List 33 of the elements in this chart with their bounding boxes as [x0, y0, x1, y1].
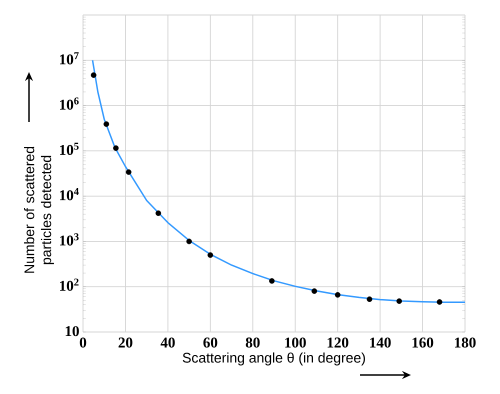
point	[334, 292, 340, 298]
point	[436, 299, 442, 305]
x-tick-label: 80	[246, 338, 260, 348]
y-tick-label: 10$^{2}$	[60, 278, 79, 291]
y-tick-label: 10$^{4}$	[60, 188, 79, 200]
point	[208, 252, 214, 258]
point	[156, 210, 162, 216]
point	[186, 238, 192, 244]
point	[126, 169, 132, 175]
y-tick-label: 10$^{3}$	[60, 233, 79, 246]
y-tick-label: 10$^{7}$	[60, 52, 79, 64]
x-tick-label: 100	[285, 338, 306, 348]
x-tick-label: 0	[80, 338, 86, 348]
y-axis-title: Number of scattered particles detected	[24, 146, 54, 273]
x-tick-label: 40	[160, 338, 175, 348]
y-tick-label: 10$^{6}$	[60, 97, 79, 110]
y-tick-label: 10	[66, 326, 79, 336]
x-tick-label: 140	[370, 338, 391, 348]
point	[113, 145, 119, 151]
x-tick-label: 60	[203, 338, 218, 348]
x-tick-label: 120	[328, 338, 348, 348]
point	[366, 296, 372, 302]
point	[396, 298, 402, 304]
x-tick-label: 20	[118, 338, 132, 348]
x-tick-label: 180	[455, 338, 476, 348]
line-series	[92, 60, 466, 303]
point	[104, 121, 110, 127]
point	[312, 288, 318, 294]
point	[269, 278, 275, 284]
x-tick-label: 160	[412, 338, 434, 348]
x-axis-title: Scattering angle θ (in degree)	[182, 352, 365, 366]
point	[90, 72, 96, 78]
y-tick-label: 10$^{5}$	[60, 142, 79, 155]
